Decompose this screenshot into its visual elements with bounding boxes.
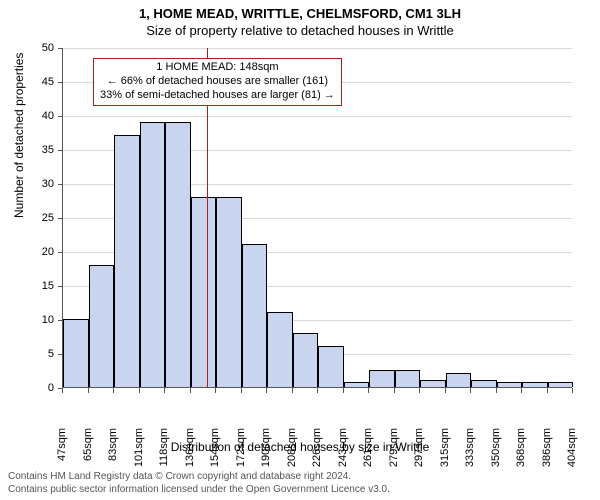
y-tick-label: 20: [42, 246, 54, 258]
histogram-bar: [548, 382, 574, 387]
x-tick-mark: [368, 388, 369, 393]
x-tick-mark: [547, 388, 548, 393]
histogram-bar: [216, 197, 242, 387]
footer-line-2: Contains public sector information licen…: [8, 484, 592, 497]
y-tick-mark: [58, 116, 63, 117]
x-tick-mark: [419, 388, 420, 393]
x-tick-labels: 47sqm65sqm83sqm101sqm118sqm136sqm154sqm1…: [62, 395, 572, 440]
y-tick-label: 25: [42, 212, 54, 224]
y-tick-label: 0: [48, 382, 54, 394]
histogram-bar: [89, 265, 115, 387]
chart-supertitle: 1, HOME MEAD, WRITTLE, CHELMSFORD, CM1 3…: [0, 6, 600, 21]
plot-area: 1 HOME MEAD: 148sqm← 66% of detached hou…: [62, 48, 572, 388]
annotation-line: 33% of semi-detached houses are larger (…: [100, 89, 335, 103]
x-tick-mark: [394, 388, 395, 393]
histogram-bar: [191, 197, 217, 387]
annotation-line: ← 66% of detached houses are smaller (16…: [100, 75, 335, 89]
x-tick-mark: [292, 388, 293, 393]
y-tick-label: 10: [42, 314, 54, 326]
histogram-bar: [522, 382, 548, 387]
y-tick-label: 30: [42, 178, 54, 190]
chart-subtitle: Size of property relative to detached ho…: [0, 23, 600, 38]
histogram-bar: [446, 373, 472, 387]
y-tick-mark: [58, 218, 63, 219]
histogram-bar: [395, 370, 421, 387]
y-tick-mark: [58, 48, 63, 49]
y-tick-label: 40: [42, 110, 54, 122]
title-block: 1, HOME MEAD, WRITTLE, CHELMSFORD, CM1 3…: [0, 0, 600, 38]
x-tick-mark: [266, 388, 267, 393]
chart-container: 1, HOME MEAD, WRITTLE, CHELMSFORD, CM1 3…: [0, 0, 600, 500]
x-tick-mark: [190, 388, 191, 393]
histogram-bar: [293, 333, 319, 387]
histogram-bar: [114, 135, 140, 387]
histogram-bar: [344, 382, 370, 387]
x-tick-marks: [62, 388, 572, 393]
y-tick-mark: [58, 184, 63, 185]
histogram-bar: [267, 312, 293, 387]
histogram-bar: [318, 346, 344, 387]
x-tick-mark: [88, 388, 89, 393]
x-tick-mark: [215, 388, 216, 393]
y-tick-mark: [58, 286, 63, 287]
y-tick-mark: [58, 150, 63, 151]
y-tick-labels: 05101520253035404550: [0, 48, 57, 388]
footer-attribution: Contains HM Land Registry data © Crown c…: [8, 471, 592, 496]
footer-line-1: Contains HM Land Registry data © Crown c…: [8, 471, 592, 484]
x-tick-mark: [521, 388, 522, 393]
y-tick-mark: [58, 252, 63, 253]
y-tick-label: 35: [42, 144, 54, 156]
histogram-bar: [369, 370, 395, 387]
x-tick-mark: [343, 388, 344, 393]
x-tick-mark: [241, 388, 242, 393]
annotation-line: 1 HOME MEAD: 148sqm: [100, 61, 335, 75]
x-tick-mark: [496, 388, 497, 393]
annotation-box: 1 HOME MEAD: 148sqm← 66% of detached hou…: [93, 58, 342, 106]
x-tick-mark: [139, 388, 140, 393]
x-tick-mark: [62, 388, 63, 393]
histogram-bar: [140, 122, 166, 387]
gridline: [63, 48, 572, 49]
y-tick-label: 50: [42, 42, 54, 54]
y-tick-label: 45: [42, 76, 54, 88]
x-tick-mark: [572, 388, 573, 393]
histogram-bar: [497, 382, 523, 387]
histogram-bar: [63, 319, 89, 387]
y-tick-mark: [58, 82, 63, 83]
x-tick-mark: [445, 388, 446, 393]
x-tick-mark: [470, 388, 471, 393]
y-tick-label: 5: [48, 348, 54, 360]
histogram-bar: [471, 380, 497, 387]
histogram-bar: [165, 122, 191, 387]
histogram-bar: [420, 380, 446, 387]
gridline: [63, 116, 572, 117]
histogram-bar: [242, 244, 268, 387]
x-axis-label: Distribution of detached houses by size …: [0, 440, 600, 454]
x-tick-mark: [164, 388, 165, 393]
x-tick-mark: [317, 388, 318, 393]
y-tick-label: 15: [42, 280, 54, 292]
x-tick-mark: [113, 388, 114, 393]
